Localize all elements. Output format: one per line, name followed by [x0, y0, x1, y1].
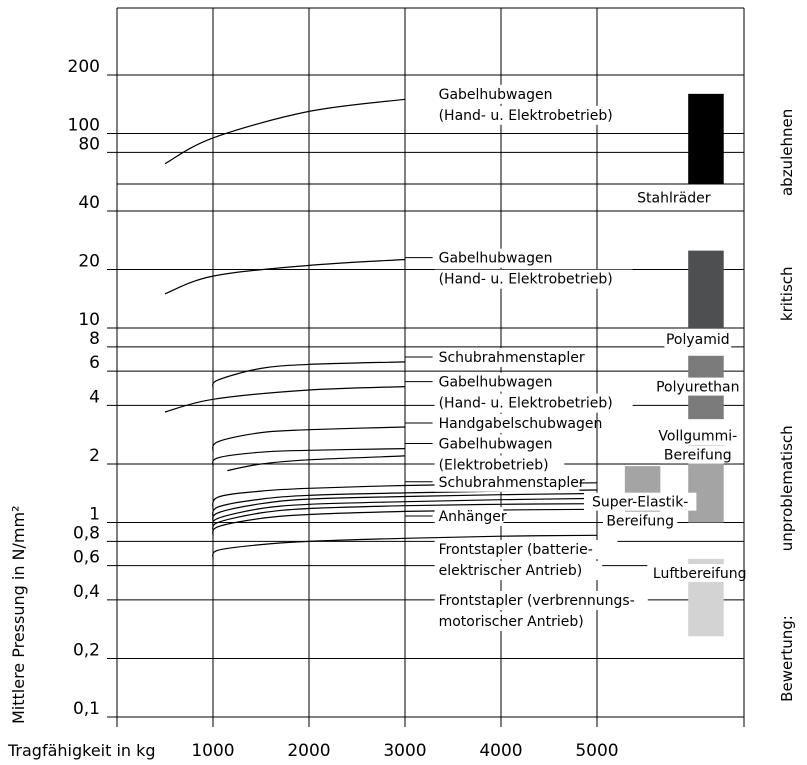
y-tick-label: 0,1: [73, 699, 100, 719]
x-tick-label: 5000: [575, 741, 618, 761]
series-label: Gabelhubwagen: [439, 436, 553, 452]
rating-bar: [688, 93, 724, 185]
x-tick-label: 3000: [383, 741, 426, 761]
label-bg: [434, 590, 648, 610]
label-bg: [434, 561, 603, 581]
series-label: (Hand- u. Elektrobetrieb): [439, 272, 613, 288]
rating-label: abzulehnen: [778, 109, 796, 196]
category-label: Super-Elastik-: [592, 495, 688, 511]
rating-bar: [688, 250, 724, 329]
y-tick-label: 80: [78, 134, 100, 154]
x-tick-label: 2000: [287, 741, 330, 761]
series-line-7: [227, 455, 406, 472]
series-label: Gabelhubwagen: [439, 375, 553, 391]
series-line-10: [212, 492, 598, 523]
series-label: Gabelhubwagen: [439, 251, 553, 267]
y-tick-label: 100: [68, 116, 100, 136]
category-label-bg: [664, 329, 732, 348]
series-line-6: [212, 448, 406, 467]
label-bg: [434, 84, 542, 104]
y-axis-title: Mittlere Pressung in N/mm²: [9, 506, 28, 725]
label-bg: [434, 393, 633, 413]
series-line-2: [164, 258, 406, 295]
series-line-3: [212, 361, 406, 389]
category-label-bg: [656, 426, 739, 445]
x-tick-label: 1000: [191, 741, 234, 761]
series-line-11: [212, 497, 598, 528]
category-label: Luftbereifung: [653, 566, 747, 582]
category-label-bg: [653, 377, 743, 396]
category-label-bg: [584, 492, 697, 511]
label-bg: [434, 507, 504, 527]
x-axis-title: Tragfähigkeit in kg: [7, 741, 156, 760]
series-label: elektrischer Antrieb): [439, 563, 583, 579]
label-bg: [434, 372, 542, 392]
category-label-bg: [647, 564, 753, 583]
y-tick-label: 0,6: [73, 548, 100, 568]
x-tick-label: 4000: [479, 741, 522, 761]
category-label: Polyurethan: [656, 380, 739, 396]
label-bg: [434, 105, 633, 125]
series-line-14: [212, 534, 598, 560]
category-label: Bereifung: [606, 514, 674, 530]
y-tick-label: 1: [89, 505, 100, 525]
rating-bars: [624, 93, 724, 637]
series-label: (Hand- u. Elektrobetrieb): [439, 396, 613, 412]
ratings-title: Bewertung:: [778, 615, 796, 702]
label-bg: [434, 413, 587, 433]
y-tick-label: 0,2: [73, 640, 100, 660]
category-label: Polyamid: [666, 332, 730, 348]
label-bg: [434, 611, 595, 631]
series-line-12: [212, 503, 598, 532]
label-bg: [434, 347, 580, 367]
series-label: Handgabelschubwagen: [439, 416, 603, 432]
series-line-5: [212, 426, 406, 453]
category-label: Vollgummi-: [658, 429, 737, 445]
category-label-bg: [632, 188, 715, 207]
series-label: Frontstapler (verbrennungs-: [439, 593, 635, 609]
rating-label: unproblematisch: [778, 425, 796, 551]
y-tick-label: 2: [89, 446, 100, 466]
series-label: Schubrahmenstapler: [439, 350, 585, 366]
category-label-bg: [660, 445, 735, 464]
label-bg: [434, 540, 618, 560]
series-label: Frontstapler (batterie-: [439, 542, 593, 558]
y-tick-label: 20: [78, 251, 100, 271]
label-bg: [434, 434, 542, 454]
series-label: (Hand- u. Elektrobetrieb): [439, 108, 613, 124]
series-line-1: [164, 98, 406, 165]
labels: 1000 2000 3000 4000 500020010080402010864210…: [7, 57, 796, 761]
series-label: Gabelhubwagen: [439, 87, 553, 103]
y-tick-label: 200: [68, 57, 100, 77]
label-bg: [434, 248, 542, 268]
leader-lines: [405, 84, 753, 631]
plot-frame: [116, 7, 745, 727]
series-label: motorischer Antrieb): [439, 614, 584, 630]
y-tick-label: 0,4: [73, 582, 100, 602]
grid: [107, 8, 744, 727]
label-bg: [434, 455, 565, 475]
y-tick-label: 40: [78, 193, 100, 213]
category-label-bg: [603, 511, 678, 530]
rating-label: kritisch: [778, 266, 796, 321]
y-tick-label: 6: [89, 353, 100, 373]
category-label: Bereifung: [664, 448, 732, 464]
series-label: (Elektrobetrieb): [439, 457, 549, 473]
series-line-4: [164, 386, 406, 413]
y-tick-label: 0,8: [73, 523, 100, 543]
label-bg: [434, 472, 580, 492]
series-label: Anhänger: [439, 509, 507, 525]
series-label: Schubrahmenstapler: [439, 475, 585, 491]
y-tick-label: 10: [78, 310, 100, 330]
y-tick-label: 8: [89, 329, 100, 349]
category-label: Stahlräder: [637, 190, 711, 206]
label-bg: [434, 269, 633, 289]
y-tick-label: 4: [89, 387, 100, 407]
